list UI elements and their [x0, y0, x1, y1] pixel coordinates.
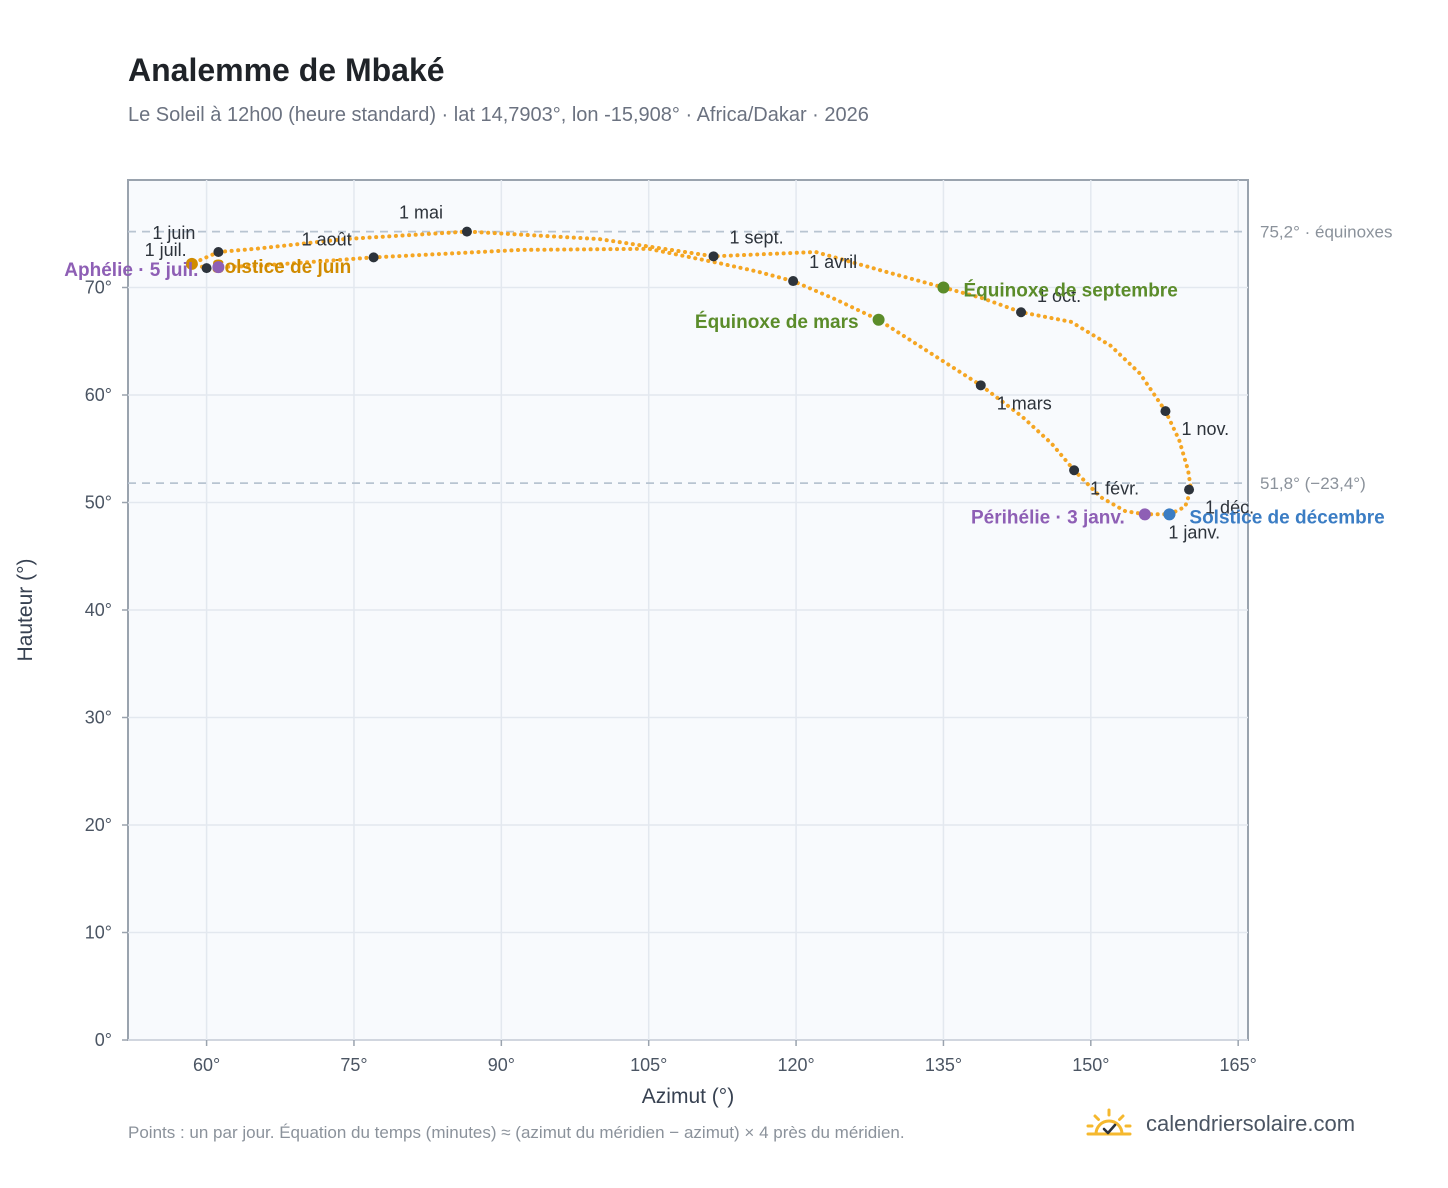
event-point	[1138, 508, 1151, 521]
month-label: 1 juin	[152, 223, 195, 243]
event-label: Aphélie · 5 juil.	[64, 260, 198, 281]
analemma-curve	[189, 229, 1193, 517]
event-point	[937, 281, 950, 294]
month-point	[1184, 484, 1195, 495]
month-point	[368, 252, 379, 263]
month-point	[788, 276, 799, 287]
axis-ticks: 60° 75° 90° 105° 120° 135° 150° 165° 0° 10° 20° 30°…	[85, 278, 1257, 1076]
month-point	[708, 251, 719, 262]
x-axis-label: Azimut (°)	[642, 1085, 734, 1108]
grid-lines	[128, 180, 1248, 1041]
month-label: 1 avril	[809, 252, 857, 272]
y-tick-label: 60°	[85, 385, 112, 405]
y-tick-label: 20°	[85, 815, 112, 835]
brand-name: calendriersolaire.com	[1146, 1111, 1356, 1136]
chart-title: Analemme de Mbaké	[128, 52, 445, 88]
month-label: 1 mai	[399, 203, 443, 223]
x-tick-label: 120°	[777, 1055, 814, 1075]
event-point	[212, 261, 225, 274]
footnote: Points : un par jour. Équation du temps …	[128, 1123, 905, 1142]
chart-subtitle: Le Soleil à 12h00 (heure standard) · lat…	[128, 104, 869, 126]
sun-logo-icon	[1086, 1108, 1132, 1136]
month-point	[201, 263, 212, 274]
month-label: 1 août	[302, 229, 352, 249]
analemma-path	[189, 229, 1193, 517]
x-tick-label: 60°	[193, 1055, 220, 1075]
event-point	[185, 257, 198, 270]
month-label: 1 sept.	[730, 227, 784, 247]
event-label: Équinoxe de mars	[695, 311, 859, 333]
x-tick-label: 165°	[1220, 1055, 1257, 1075]
month-label: 1 mars	[997, 393, 1052, 413]
month-point	[1069, 465, 1080, 476]
y-tick-label: 50°	[85, 493, 112, 513]
x-tick-label: 135°	[925, 1055, 962, 1075]
event-label: Équinoxe de septembre	[963, 280, 1177, 302]
month-label: 1 oct.	[1037, 286, 1081, 306]
month-label: 1 déc.	[1205, 498, 1254, 518]
y-tick-label: 0°	[95, 1030, 112, 1050]
reference-line-label: 75,2° · équinoxes	[1260, 223, 1393, 242]
x-tick-label: 75°	[340, 1055, 367, 1075]
month-label: 1 févr.	[1090, 478, 1139, 498]
event-point	[1163, 508, 1176, 521]
y-tick-label: 30°	[85, 708, 112, 728]
y-tick-label: 70°	[85, 278, 112, 298]
month-label: 1 nov.	[1181, 419, 1229, 439]
month-point	[461, 226, 472, 237]
month-label: 1 janv.	[1168, 522, 1220, 542]
month-point	[1016, 307, 1027, 318]
month-point	[975, 380, 986, 391]
x-tick-label: 105°	[630, 1055, 667, 1075]
month-label: 1 juil.	[145, 240, 187, 260]
reference-lines: 75,2° · équinoxes 51,8° (−23,4°)	[128, 223, 1393, 493]
event-label: Solstice de juin	[212, 257, 351, 278]
x-tick-label: 90°	[488, 1055, 515, 1075]
month-point	[1160, 406, 1171, 417]
event-label: Solstice de décembre	[1189, 507, 1384, 528]
reference-line-label: 51,8° (−23,4°)	[1260, 474, 1366, 493]
brand-link[interactable]: calendriersolaire.com	[1082, 1104, 1355, 1144]
month-point	[213, 247, 224, 258]
y-axis-label: Hauteur (°)	[14, 559, 37, 662]
event-markers: Équinoxe de mars Équinoxe de septembre Sol…	[64, 257, 1384, 528]
y-tick-label: 40°	[85, 600, 112, 620]
x-tick-label: 150°	[1072, 1055, 1109, 1075]
event-label: Périhélie · 3 janv.	[971, 507, 1125, 528]
event-point	[872, 313, 885, 326]
y-tick-label: 10°	[85, 923, 112, 943]
